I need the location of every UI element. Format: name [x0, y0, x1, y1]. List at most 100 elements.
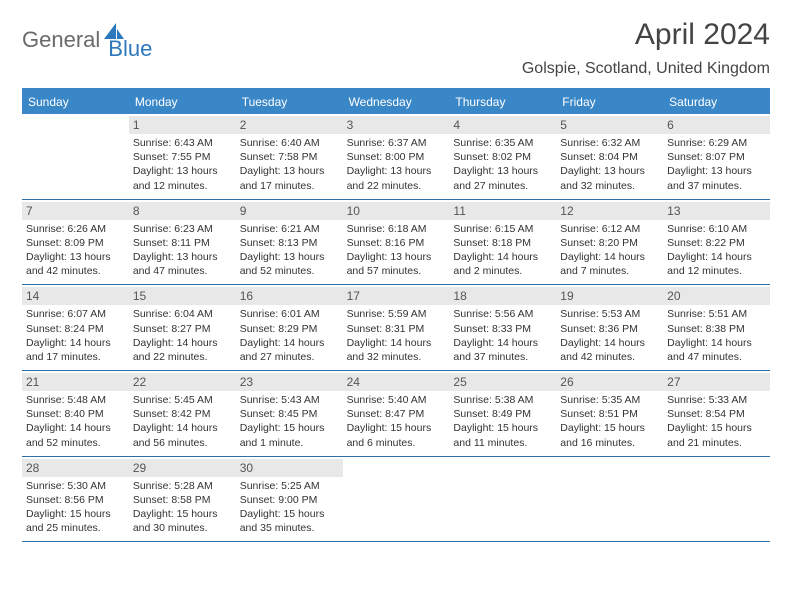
- weekday-header: SundayMondayTuesdayWednesdayThursdayFrid…: [22, 90, 770, 114]
- sunset-line: Sunset: 8:09 PM: [26, 236, 125, 250]
- sunrise-line: Sunrise: 5:53 AM: [560, 307, 659, 321]
- sunrise-line: Sunrise: 6:15 AM: [453, 222, 552, 236]
- daylight-line: and 6 minutes.: [347, 436, 446, 450]
- daylight-line: Daylight: 14 hours: [667, 336, 766, 350]
- day-number: 9: [236, 202, 343, 220]
- day-cell: 29Sunrise: 5:28 AMSunset: 8:58 PMDayligh…: [129, 457, 236, 542]
- month-title: April 2024: [522, 18, 770, 52]
- daylight-line: and 42 minutes.: [26, 264, 125, 278]
- day-number: 19: [556, 287, 663, 305]
- sunrise-line: Sunrise: 5:40 AM: [347, 393, 446, 407]
- day-number: 14: [22, 287, 129, 305]
- day-number: [22, 116, 129, 134]
- day-cell: 23Sunrise: 5:43 AMSunset: 8:45 PMDayligh…: [236, 371, 343, 456]
- day-cell: 14Sunrise: 6:07 AMSunset: 8:24 PMDayligh…: [22, 285, 129, 370]
- daylight-line: and 56 minutes.: [133, 436, 232, 450]
- location: Golspie, Scotland, United Kingdom: [522, 60, 770, 78]
- sunrise-line: Sunrise: 6:23 AM: [133, 222, 232, 236]
- week-row: 14Sunrise: 6:07 AMSunset: 8:24 PMDayligh…: [22, 285, 770, 371]
- day-cell: [663, 457, 770, 542]
- daylight-line: and 16 minutes.: [560, 436, 659, 450]
- daylight-line: Daylight: 14 hours: [453, 336, 552, 350]
- sunset-line: Sunset: 8:42 PM: [133, 407, 232, 421]
- day-number: 4: [449, 116, 556, 134]
- sunrise-line: Sunrise: 6:01 AM: [240, 307, 339, 321]
- day-cell: 25Sunrise: 5:38 AMSunset: 8:49 PMDayligh…: [449, 371, 556, 456]
- sunset-line: Sunset: 8:51 PM: [560, 407, 659, 421]
- daylight-line: Daylight: 14 hours: [560, 250, 659, 264]
- day-cell: 2Sunrise: 6:40 AMSunset: 7:58 PMDaylight…: [236, 114, 343, 199]
- day-cell: 7Sunrise: 6:26 AMSunset: 8:09 PMDaylight…: [22, 200, 129, 285]
- daylight-line: and 37 minutes.: [453, 350, 552, 364]
- daylight-line: Daylight: 13 hours: [347, 250, 446, 264]
- daylight-line: Daylight: 14 hours: [453, 250, 552, 264]
- sunset-line: Sunset: 8:11 PM: [133, 236, 232, 250]
- day-cell: 3Sunrise: 6:37 AMSunset: 8:00 PMDaylight…: [343, 114, 450, 199]
- day-number: 7: [22, 202, 129, 220]
- daylight-line: Daylight: 15 hours: [240, 421, 339, 435]
- daylight-line: Daylight: 13 hours: [133, 250, 232, 264]
- sunset-line: Sunset: 8:54 PM: [667, 407, 766, 421]
- day-cell: [22, 114, 129, 199]
- daylight-line: Daylight: 14 hours: [560, 336, 659, 350]
- day-number: 25: [449, 373, 556, 391]
- logo: General Blue: [22, 18, 152, 62]
- sunrise-line: Sunrise: 6:29 AM: [667, 136, 766, 150]
- sunrise-line: Sunrise: 6:21 AM: [240, 222, 339, 236]
- sunset-line: Sunset: 8:18 PM: [453, 236, 552, 250]
- sunrise-line: Sunrise: 6:43 AM: [133, 136, 232, 150]
- day-number: [343, 459, 450, 477]
- daylight-line: and 12 minutes.: [667, 264, 766, 278]
- daylight-line: Daylight: 15 hours: [560, 421, 659, 435]
- daylight-line: and 47 minutes.: [133, 264, 232, 278]
- weekday-saturday: Saturday: [663, 90, 770, 114]
- sunrise-line: Sunrise: 5:35 AM: [560, 393, 659, 407]
- daylight-line: Daylight: 13 hours: [347, 164, 446, 178]
- sunrise-line: Sunrise: 6:10 AM: [667, 222, 766, 236]
- sunrise-line: Sunrise: 5:48 AM: [26, 393, 125, 407]
- daylight-line: Daylight: 14 hours: [26, 421, 125, 435]
- sunset-line: Sunset: 8:04 PM: [560, 150, 659, 164]
- sunset-line: Sunset: 8:45 PM: [240, 407, 339, 421]
- day-number: [663, 459, 770, 477]
- daylight-line: and 27 minutes.: [240, 350, 339, 364]
- sunrise-line: Sunrise: 6:18 AM: [347, 222, 446, 236]
- day-number: 22: [129, 373, 236, 391]
- sunset-line: Sunset: 8:47 PM: [347, 407, 446, 421]
- daylight-line: and 30 minutes.: [133, 521, 232, 535]
- daylight-line: Daylight: 15 hours: [453, 421, 552, 435]
- sunrise-line: Sunrise: 5:59 AM: [347, 307, 446, 321]
- day-number: 30: [236, 459, 343, 477]
- day-number: 1: [129, 116, 236, 134]
- daylight-line: Daylight: 14 hours: [133, 421, 232, 435]
- daylight-line: Daylight: 14 hours: [240, 336, 339, 350]
- sunset-line: Sunset: 8:00 PM: [347, 150, 446, 164]
- sunrise-line: Sunrise: 5:33 AM: [667, 393, 766, 407]
- sunset-line: Sunset: 7:58 PM: [240, 150, 339, 164]
- day-number: 18: [449, 287, 556, 305]
- title-block: April 2024 Golspie, Scotland, United Kin…: [522, 18, 770, 78]
- daylight-line: and 52 minutes.: [240, 264, 339, 278]
- sunrise-line: Sunrise: 5:51 AM: [667, 307, 766, 321]
- weekday-monday: Monday: [129, 90, 236, 114]
- daylight-line: and 12 minutes.: [133, 179, 232, 193]
- day-cell: 24Sunrise: 5:40 AMSunset: 8:47 PMDayligh…: [343, 371, 450, 456]
- logo-text-general: General: [22, 27, 100, 53]
- day-number: 24: [343, 373, 450, 391]
- sunrise-line: Sunrise: 5:30 AM: [26, 479, 125, 493]
- day-cell: 8Sunrise: 6:23 AMSunset: 8:11 PMDaylight…: [129, 200, 236, 285]
- weekday-friday: Friday: [556, 90, 663, 114]
- day-cell: 1Sunrise: 6:43 AMSunset: 7:55 PMDaylight…: [129, 114, 236, 199]
- day-number: 12: [556, 202, 663, 220]
- day-number: 15: [129, 287, 236, 305]
- weekday-thursday: Thursday: [449, 90, 556, 114]
- daylight-line: and 7 minutes.: [560, 264, 659, 278]
- daylight-line: and 17 minutes.: [240, 179, 339, 193]
- daylight-line: and 52 minutes.: [26, 436, 125, 450]
- day-number: 17: [343, 287, 450, 305]
- daylight-line: and 32 minutes.: [560, 179, 659, 193]
- daylight-line: Daylight: 15 hours: [240, 507, 339, 521]
- weekday-tuesday: Tuesday: [236, 90, 343, 114]
- day-cell: [343, 457, 450, 542]
- daylight-line: Daylight: 13 hours: [667, 164, 766, 178]
